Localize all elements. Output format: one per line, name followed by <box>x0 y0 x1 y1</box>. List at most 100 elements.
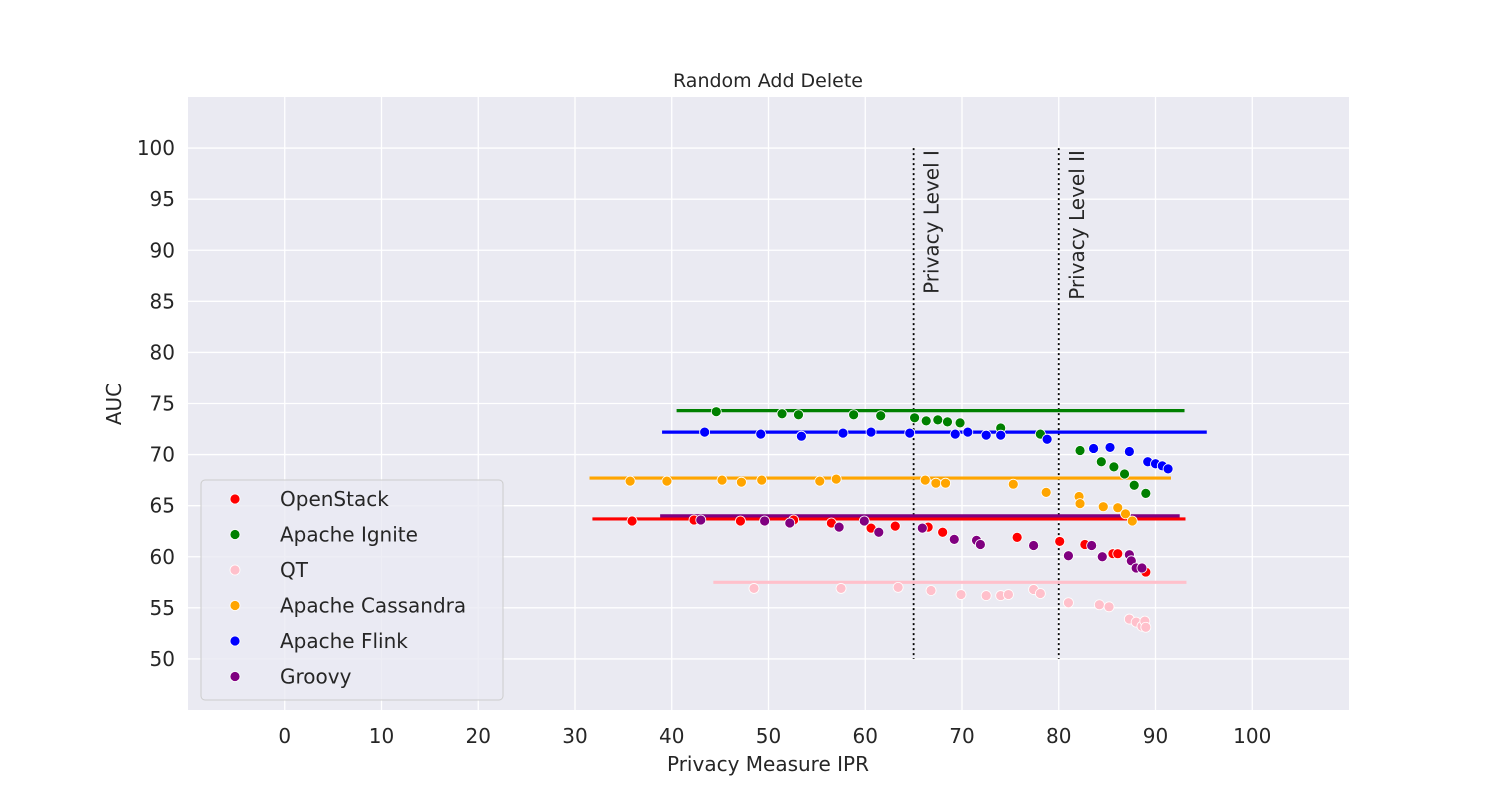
legend-marker <box>229 564 241 576</box>
data-point <box>955 589 967 600</box>
data-point <box>1097 501 1109 513</box>
data-point <box>949 428 961 440</box>
data-point <box>980 429 992 441</box>
x-tick-labels: 0 10 20 30 40 50 60 70 80 90 100 <box>278 724 1271 748</box>
x-tick-label: 30 <box>562 724 587 748</box>
data-point <box>858 515 870 527</box>
data-point <box>833 521 845 533</box>
legend-label: Apache Ignite <box>280 523 418 547</box>
data-point <box>920 415 932 427</box>
data-point <box>1103 601 1115 613</box>
y-tick-label: 75 <box>150 392 175 416</box>
data-point <box>1063 597 1074 609</box>
data-point <box>925 585 937 596</box>
data-point <box>736 476 747 488</box>
data-point <box>814 475 826 487</box>
y-tick-label: 95 <box>150 187 175 211</box>
data-point <box>1119 468 1130 480</box>
data-point <box>1123 446 1135 457</box>
data-point <box>1086 540 1098 551</box>
data-point <box>795 430 807 442</box>
data-point <box>848 409 860 421</box>
data-point <box>835 583 847 594</box>
privacy-level-label: Privacy Level I <box>920 150 944 294</box>
data-point <box>889 520 901 532</box>
data-point <box>830 473 842 485</box>
data-point <box>776 408 788 420</box>
data-point <box>1140 488 1152 499</box>
y-tick-label: 85 <box>150 289 175 313</box>
data-point <box>699 426 711 438</box>
y-tick-label: 90 <box>150 238 175 262</box>
x-tick-label: 40 <box>659 724 684 748</box>
chart-title: Random Add Delete <box>673 70 863 92</box>
data-point <box>974 539 986 550</box>
data-point <box>942 416 953 428</box>
x-tick-label: 60 <box>853 724 878 748</box>
data-point <box>748 583 760 594</box>
data-point <box>661 475 673 487</box>
data-point <box>1088 443 1099 454</box>
x-tick-label: 50 <box>756 724 781 748</box>
data-point <box>695 514 707 526</box>
y-axis-label: AUC <box>102 383 126 425</box>
data-point <box>837 427 849 439</box>
data-point <box>919 474 931 486</box>
data-point <box>909 412 920 424</box>
data-point <box>940 477 951 489</box>
data-point <box>1093 599 1105 611</box>
data-point <box>1120 508 1131 520</box>
data-point <box>1040 486 1052 498</box>
data-point <box>1140 621 1152 633</box>
data-point <box>1108 461 1120 473</box>
legend-marker <box>229 529 241 540</box>
data-point <box>948 533 960 545</box>
data-point <box>916 522 928 534</box>
legend-label: OpenStack <box>280 487 389 511</box>
data-point <box>756 474 768 486</box>
data-point <box>995 429 1007 441</box>
legend-label: Apache Flink <box>280 629 408 653</box>
x-tick-label: 20 <box>466 724 491 748</box>
data-point <box>710 406 722 418</box>
data-point <box>954 417 966 429</box>
legend-label: Apache Cassandra <box>280 594 466 618</box>
data-points <box>624 406 1174 633</box>
data-point <box>1112 502 1124 514</box>
data-point <box>1041 433 1053 445</box>
y-tick-labels: 50 55 60 65 70 75 80 85 90 95 100 <box>137 136 175 671</box>
x-tick-label: 10 <box>369 724 394 748</box>
y-tick-label: 60 <box>150 545 175 569</box>
data-point <box>1054 536 1066 547</box>
data-point <box>932 414 944 426</box>
data-point <box>1112 548 1124 560</box>
data-point <box>1074 498 1086 510</box>
data-point <box>1162 463 1174 475</box>
data-point <box>1136 562 1148 574</box>
x-tick-label: 80 <box>1046 724 1071 748</box>
data-point <box>735 515 746 527</box>
data-point <box>904 427 916 439</box>
legend-marker <box>229 671 241 682</box>
data-point <box>716 474 728 486</box>
data-point <box>1126 515 1138 527</box>
data-point <box>626 515 638 527</box>
data-point <box>1003 589 1014 600</box>
data-point <box>755 428 767 440</box>
data-point <box>1034 588 1046 599</box>
data-point <box>624 475 636 487</box>
y-tick-label: 65 <box>150 494 175 518</box>
y-tick-label: 70 <box>150 443 175 467</box>
privacy-level-label: Privacy Level II <box>1065 150 1089 300</box>
data-point <box>793 409 804 421</box>
data-point <box>759 515 771 527</box>
data-point <box>1104 442 1116 453</box>
data-point <box>1011 531 1023 543</box>
data-point <box>962 426 974 438</box>
data-point <box>784 517 796 529</box>
legend: OpenStack Apache Ignite QT Apache Cassandra… <box>200 479 504 701</box>
legend-marker <box>229 635 241 647</box>
data-point <box>1028 540 1039 551</box>
data-point <box>1128 479 1140 491</box>
